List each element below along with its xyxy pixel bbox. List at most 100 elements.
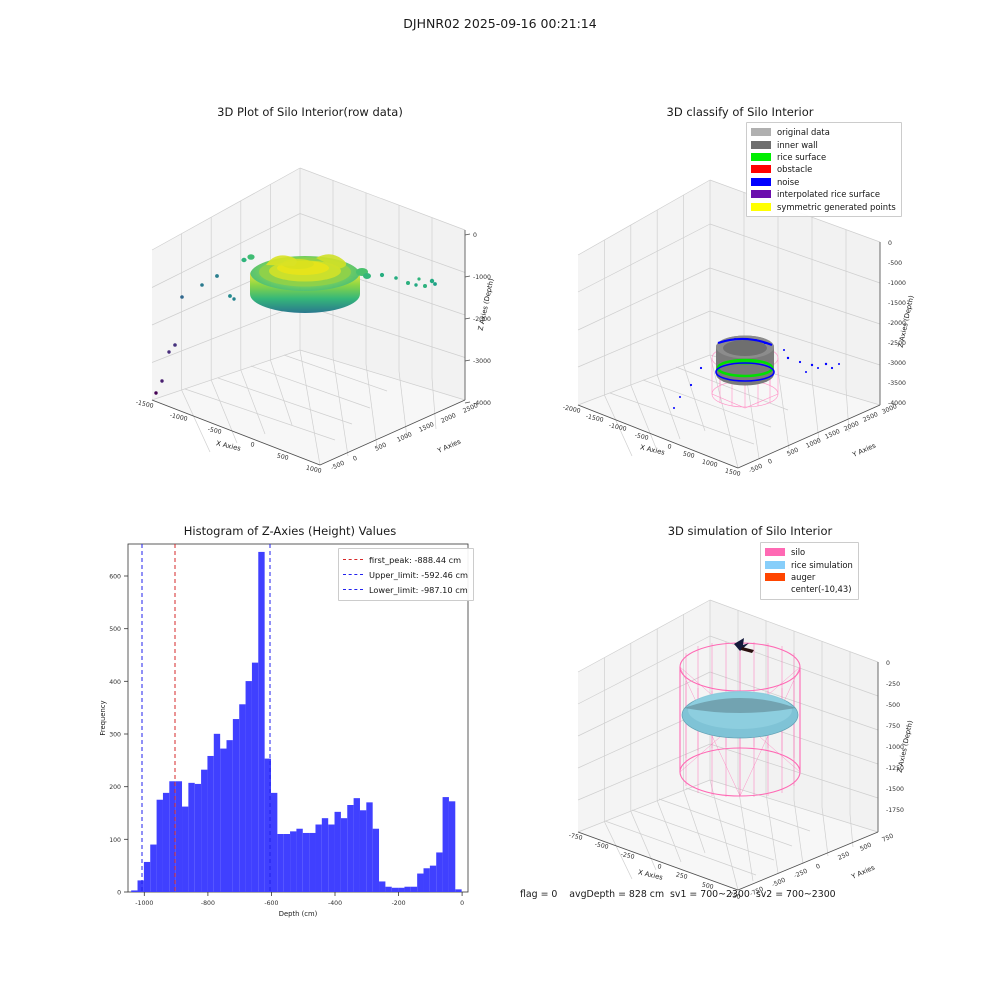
swatch-icon-auger <box>765 572 785 581</box>
classify-3d-ztick-0: 0 <box>888 240 892 247</box>
histogram-bar <box>448 801 456 892</box>
classify-3d-ytick-4: 1500 <box>824 428 841 441</box>
histogram-bar <box>290 831 297 892</box>
dashed-line-icon-first-peak <box>343 559 363 560</box>
simulation-3d-ztick-4: -1000 <box>886 744 904 751</box>
histogram-canvas[interactable]: 0 100 200 300 400 500 600 Frequency -100… <box>90 522 490 918</box>
histogram-xtick-1: -800 <box>201 900 215 907</box>
classify-3d-ytick-0: -500 <box>748 463 764 475</box>
legend-label-inner-wall: inner wall <box>777 139 818 150</box>
simulation-3d-legend[interactable]: silo rice simulation auger center(-10,43… <box>760 542 859 600</box>
raw-3d-ztick-3: -3000 <box>473 358 491 365</box>
classify-3d-ztick-2: -1000 <box>888 280 906 287</box>
raw-3d-ylabel: Y Axies <box>435 437 462 455</box>
histogram-bar <box>410 886 418 892</box>
raw-3d-canvas[interactable]: 0 -1000 -2000 -3000 -4000 Z Axies (Depth… <box>120 100 500 475</box>
histogram-bar <box>201 769 208 892</box>
panel-classify-3d: 3D classify of Silo Interior <box>560 100 950 478</box>
raw-3d-xtick-1: -1000 <box>169 412 188 423</box>
legend-item-rice-simulation[interactable]: rice simulation <box>765 558 853 570</box>
classify-3d-ytick-1: 0 <box>767 458 774 466</box>
swatch-icon-interpolated-rice-surface <box>751 190 771 199</box>
raw-3d-xtick-0: -1500 <box>135 399 154 410</box>
classify-3d-ytick-5: 2000 <box>843 420 860 433</box>
classify-3d-z-axis: 0 -500 -1000 -1500 -2000 -2500 -3000 -35… <box>888 240 916 407</box>
classify-3d-ztick-1: -500 <box>888 260 902 267</box>
histogram-bar <box>188 782 195 892</box>
classify-3d-canvas[interactable]: 0 -500 -1000 -1500 -2000 -2500 -3000 -35… <box>560 100 950 478</box>
simulation-3d-xtick-1: -500 <box>594 841 609 851</box>
legend-item-auger[interactable]: auger <box>765 571 853 583</box>
legend-item-symmetric-generated-points[interactable]: symmetric generated points <box>751 200 896 212</box>
classify-3d-ztick-3: -1500 <box>888 300 906 307</box>
histogram-bar <box>226 740 233 892</box>
simulation-3d-xtick-0: -750 <box>568 832 583 842</box>
legend-item-rice-surface[interactable]: rice surface <box>751 151 896 163</box>
legend-item-silo[interactable]: silo <box>765 546 853 558</box>
simulation-3d-auger-marker <box>734 638 754 653</box>
classify-3d-spines <box>577 242 881 469</box>
raw-3d-ytick-6: 2500 <box>462 402 479 415</box>
histogram-bar <box>232 719 240 892</box>
histogram-bar <box>321 818 329 892</box>
raw-3d-spines <box>151 230 466 466</box>
simulation-3d-ztick-6: -1500 <box>886 786 904 793</box>
classify-3d-xtick-6: 1000 <box>701 459 718 469</box>
legend-label-auger: auger <box>791 571 816 582</box>
histogram-xtick-5: 0 <box>460 900 464 907</box>
legend-label-silo: silo <box>791 547 806 558</box>
raw-3d-grid <box>151 167 466 466</box>
simulation-3d-ztick-1: -250 <box>886 681 900 688</box>
histogram-bar <box>264 758 271 892</box>
legend-label-obstacle: obstacle <box>777 164 813 175</box>
histogram-bar <box>309 832 316 892</box>
histogram-bar <box>315 824 322 892</box>
histogram-ytick-6: 600 <box>109 574 121 581</box>
classify-3d-ztick-6: -3000 <box>888 360 906 367</box>
histogram-bar <box>220 748 227 892</box>
classify-3d-xlabel: X Axies <box>639 443 666 457</box>
swatch-icon-rice-simulation <box>765 560 785 569</box>
classify-3d-xtick-4: 0 <box>667 443 672 451</box>
legend-item-interpolated-rice-surface[interactable]: interpolated rice surface <box>751 188 896 200</box>
histogram-ytick-4: 400 <box>109 679 121 686</box>
raw-3d-ytick-2: 500 <box>374 442 388 453</box>
histogram-ytick-5: 500 <box>109 626 121 633</box>
histogram-x-axis: -1000 -800 -600 -400 -200 0 Depth (cm) <box>135 892 464 918</box>
raw-3d-outlier-points <box>154 272 437 395</box>
histogram-bar <box>213 733 221 892</box>
simulation-3d-ztick-0: 0 <box>886 660 890 667</box>
legend-item-inner-wall[interactable]: inner wall <box>751 138 896 150</box>
raw-3d-ytick-3: 1000 <box>396 431 413 444</box>
simulation-3d-canvas[interactable]: 0 -250 -500 -750 -1000 -1250 -1500 -1750… <box>560 522 950 901</box>
histogram-bar <box>302 832 310 892</box>
legend-item-original-data[interactable]: original data <box>751 126 896 138</box>
histogram-bar <box>385 886 392 892</box>
legend-item-noise[interactable]: noise <box>751 176 896 188</box>
histogram-legend[interactable]: first_peak: -888.44 cm Upper_limit: -592… <box>338 548 474 601</box>
classify-3d-xtick-5: 500 <box>682 450 695 459</box>
histogram-bar <box>455 889 462 892</box>
raw-3d-y-axis: -500 0 500 1000 1500 2000 2500 Y Axies <box>330 402 479 472</box>
legend-item-upper-limit[interactable]: Upper_limit: -592.46 cm <box>343 567 468 582</box>
classify-3d-legend[interactable]: original data inner wall rice surface ob… <box>746 122 902 217</box>
legend-item-first-peak[interactable]: first_peak: -888.44 cm <box>343 552 468 567</box>
simulation-3d-ytick-5: 500 <box>859 842 873 853</box>
histogram-bar <box>175 781 183 892</box>
legend-item-obstacle[interactable]: obstacle <box>751 163 896 175</box>
simulation-3d-ztick-5: -1250 <box>886 765 904 772</box>
histogram-bar <box>398 887 405 892</box>
classify-3d-ztick-7: -3500 <box>888 380 906 387</box>
raw-3d-ytick-0: -500 <box>330 460 346 472</box>
classify-3d-xtick-1: -1500 <box>585 413 604 424</box>
histogram-bar <box>283 834 291 892</box>
figure-title: DJHNR02 2025-09-16 00:21:14 <box>403 16 597 31</box>
swatch-icon-rice-surface <box>751 152 771 161</box>
legend-item-lower-limit[interactable]: Lower_limit: -987.10 cm <box>343 582 468 597</box>
raw-3d-title: 3D Plot of Silo Interior(row data) <box>217 105 403 119</box>
histogram-xtick-3: -400 <box>328 900 342 907</box>
histogram-bar <box>143 861 151 892</box>
simulation-3d-rice-surface <box>681 691 799 739</box>
simulation-3d-ztick-7: -1750 <box>886 807 904 814</box>
histogram-bar <box>417 873 424 892</box>
